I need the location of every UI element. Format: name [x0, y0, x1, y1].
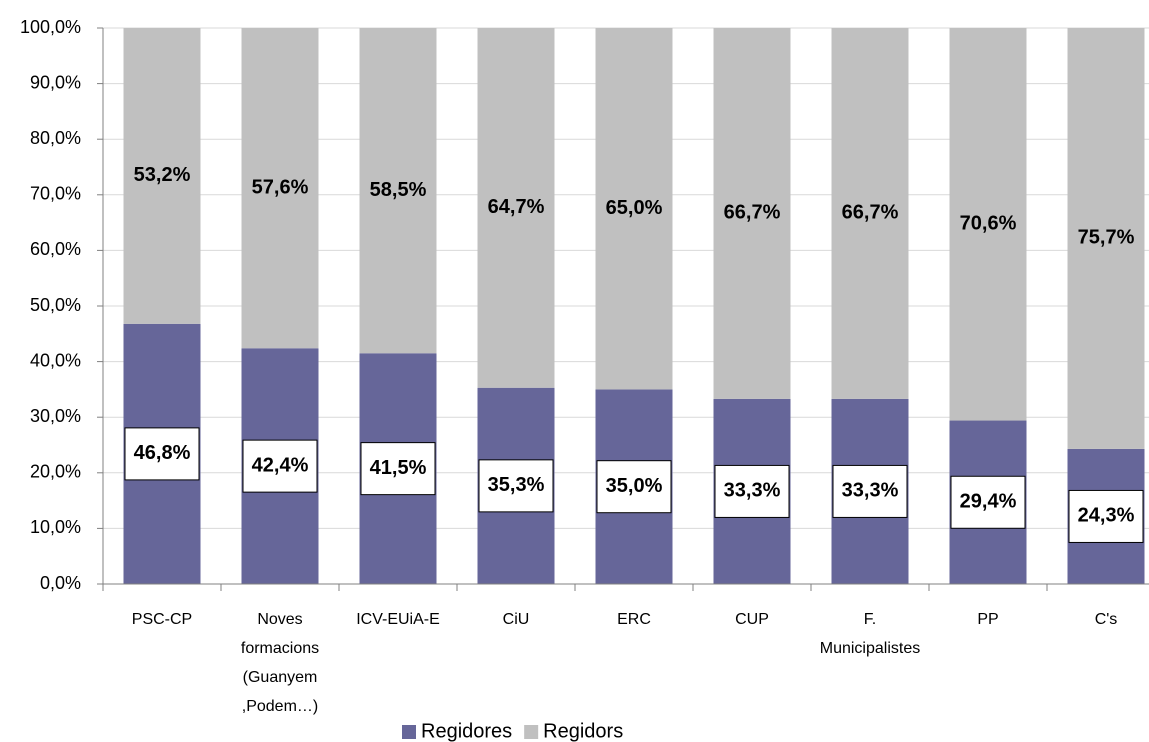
x-tick-label-line: (Guanyem	[243, 669, 318, 686]
x-tick-label-line: ,Podem…)	[242, 698, 318, 715]
legend-label: Regidores	[421, 720, 512, 742]
x-tick-label: CiU	[503, 611, 530, 628]
y-tick-label: 100,0%	[20, 17, 81, 37]
value-label: 66,7%	[724, 202, 781, 224]
x-tick-label: Noves formacions (Guanyem ,Podem…)	[241, 611, 319, 715]
x-tick-label-line: F.	[864, 611, 876, 628]
bar-segment	[123, 28, 201, 324]
y-tick-label: 20,0%	[30, 462, 81, 482]
y-tick-label: 80,0%	[30, 128, 81, 148]
bar-segment	[949, 28, 1027, 421]
y-tick-label: 0,0%	[40, 573, 81, 593]
y-tick-label: 30,0%	[30, 406, 81, 426]
x-tick-label-line: CUP	[735, 611, 769, 628]
value-label-box	[596, 460, 672, 514]
value-label-box	[124, 427, 200, 481]
value-label: 35,0%	[606, 475, 663, 497]
x-tick-label: ERC	[617, 611, 651, 628]
legend-label: Regidors	[543, 720, 623, 742]
x-tick-label-line: CiU	[503, 611, 530, 628]
x-tick-label: C's	[1095, 611, 1118, 628]
value-label-box	[478, 459, 554, 513]
x-tick-label-line: C's	[1095, 611, 1118, 628]
x-tick-label: F. Municipalistes	[820, 611, 920, 657]
value-label: 64,7%	[488, 196, 545, 218]
x-tick-label: CUP	[735, 611, 769, 628]
legend-swatch	[524, 725, 539, 739]
bar-segment	[1067, 28, 1145, 449]
y-tick-label: 50,0%	[30, 295, 81, 315]
value-label-box	[714, 464, 790, 518]
bar-segment	[595, 28, 673, 390]
value-label: 66,7%	[842, 202, 899, 224]
value-label: 24,3%	[1078, 505, 1135, 527]
value-label-box	[242, 439, 318, 493]
value-label: 42,4%	[252, 454, 309, 476]
value-label: 70,6%	[960, 213, 1017, 235]
value-label: 75,7%	[1078, 227, 1135, 249]
value-label-box	[832, 464, 908, 518]
value-label-box	[360, 442, 436, 496]
x-tick-label-line: ERC	[617, 611, 651, 628]
y-tick-label: 10,0%	[30, 517, 81, 537]
bar-segment	[477, 28, 555, 388]
x-tick-label: PP	[977, 611, 998, 628]
x-tick-label: PSC-CP	[132, 611, 192, 628]
value-label: 46,8%	[134, 442, 191, 464]
value-label: 29,4%	[960, 491, 1017, 513]
x-tick-label-line: Municipalistes	[820, 640, 920, 657]
x-tick-label-line: ICV-EUiA-E	[356, 611, 440, 628]
value-label: 35,3%	[488, 474, 545, 496]
x-tick-label-line: Noves	[257, 611, 302, 628]
value-label: 53,2%	[134, 164, 191, 186]
value-label: 65,0%	[606, 197, 663, 219]
bar-segment	[831, 28, 909, 399]
value-label-box	[1068, 489, 1144, 543]
value-label-box	[950, 475, 1026, 529]
x-tick-label-line: PSC-CP	[132, 611, 192, 628]
value-label: 58,5%	[370, 179, 427, 201]
bar-segment	[713, 28, 791, 399]
y-tick-label: 60,0%	[30, 239, 81, 259]
legend-swatch	[402, 725, 416, 739]
y-tick-label: 70,0%	[30, 184, 81, 204]
value-label: 33,3%	[724, 480, 781, 502]
y-tick-label: 40,0%	[30, 350, 81, 370]
x-tick-label: ICV-EUiA-E	[356, 611, 440, 628]
x-tick-label-line: formacions	[241, 640, 319, 657]
y-tick-label: 90,0%	[30, 72, 81, 92]
value-label: 57,6%	[252, 176, 309, 198]
value-label: 33,3%	[842, 480, 899, 502]
x-tick-label-line: PP	[977, 611, 998, 628]
bar-segment	[241, 28, 319, 349]
bar-segment	[359, 28, 437, 354]
value-label: 41,5%	[370, 457, 427, 479]
